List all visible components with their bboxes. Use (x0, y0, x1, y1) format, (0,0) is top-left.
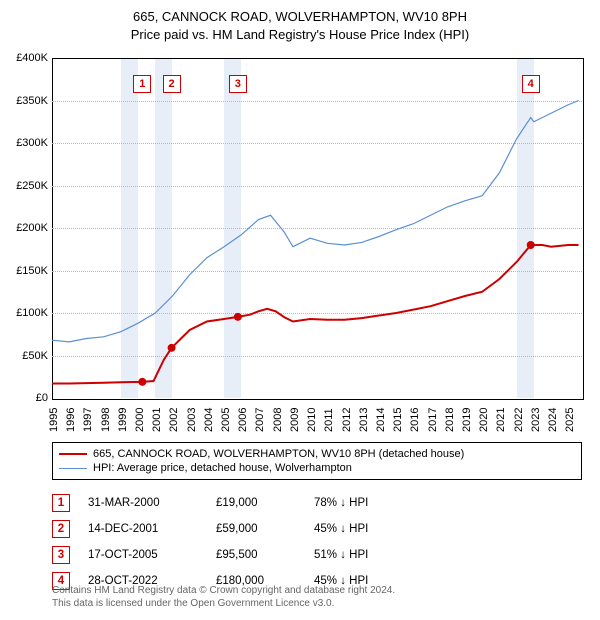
x-tick-label: 1998 (100, 408, 112, 432)
sale-hpi: 51% ↓ HPI (314, 549, 404, 561)
legend-swatch-property (59, 453, 87, 455)
legend-swatch-hpi (59, 468, 87, 469)
y-tick-label: £300K (0, 137, 48, 149)
x-tick-label: 1999 (117, 408, 129, 432)
y-tick-label: £200K (0, 222, 48, 234)
x-tick-label: 2008 (272, 408, 284, 432)
x-tick-label: 2021 (495, 408, 507, 432)
x-tick-label: 2016 (409, 408, 421, 432)
x-tick-label: 2012 (341, 408, 353, 432)
x-tick-label: 2020 (478, 408, 490, 432)
x-tick-label: 2005 (220, 408, 232, 432)
x-tick-label: 2010 (306, 408, 318, 432)
y-tick-label: £0 (0, 392, 48, 404)
x-tick-label: 2004 (203, 408, 215, 432)
x-tick-label: 2011 (323, 408, 335, 432)
x-tick-label: 2022 (513, 408, 525, 432)
footer: Contains HM Land Registry data © Crown c… (52, 584, 395, 610)
x-tick-label: 2019 (461, 408, 473, 432)
sale-marker-1: 1 (133, 75, 151, 93)
sales-table: 1 31-MAR-2000 £19,000 78% ↓ HPI 2 14-DEC-2001… (52, 490, 582, 594)
x-tick-label: 1995 (48, 408, 60, 432)
legend-label-hpi: HPI: Average price, detached house, Wolv… (93, 462, 352, 474)
sale-hpi: 78% ↓ HPI (314, 497, 404, 509)
sale-date: 31-MAR-2000 (88, 497, 198, 509)
sale-price: £59,000 (216, 523, 296, 535)
x-tick-label: 1997 (82, 408, 94, 432)
title-line1: 665, CANNOCK ROAD, WOLVERHAMPTON, WV10 8… (0, 8, 600, 26)
x-tick-label: 1996 (65, 408, 77, 432)
sale-marker-2: 2 (163, 75, 181, 93)
plot-area (52, 58, 584, 400)
x-tick-label: 2002 (168, 408, 180, 432)
title-block: 665, CANNOCK ROAD, WOLVERHAMPTON, WV10 8… (0, 0, 600, 44)
y-tick-label: £50K (0, 350, 48, 362)
x-tick-label: 2023 (530, 408, 542, 432)
x-tick-label: 2003 (186, 408, 198, 432)
x-tick-label: 2009 (289, 408, 301, 432)
x-tick-label: 2025 (564, 408, 576, 432)
y-tick-label: £400K (0, 52, 48, 64)
sales-row: 1 31-MAR-2000 £19,000 78% ↓ HPI (52, 490, 582, 516)
sale-marker-3: 3 (229, 75, 247, 93)
y-tick-label: £250K (0, 180, 48, 192)
x-tick-label: 2017 (427, 408, 439, 432)
legend-label-property: 665, CANNOCK ROAD, WOLVERHAMPTON, WV10 8… (93, 448, 464, 460)
legend-row-property: 665, CANNOCK ROAD, WOLVERHAMPTON, WV10 8… (59, 447, 575, 461)
sale-hpi: 45% ↓ HPI (314, 523, 404, 535)
sale-marker-4: 4 (522, 75, 540, 93)
sale-index: 2 (52, 520, 70, 538)
footer-line2: This data is licensed under the Open Gov… (52, 597, 395, 610)
sale-date: 17-OCT-2005 (88, 549, 198, 561)
x-tick-label: 2006 (237, 408, 249, 432)
legend-row-hpi: HPI: Average price, detached house, Wolv… (59, 461, 575, 475)
y-tick-label: £100K (0, 307, 48, 319)
sale-price: £19,000 (216, 497, 296, 509)
sales-row: 2 14-DEC-2001 £59,000 45% ↓ HPI (52, 516, 582, 542)
legend: 665, CANNOCK ROAD, WOLVERHAMPTON, WV10 8… (52, 442, 582, 480)
footer-line1: Contains HM Land Registry data © Crown c… (52, 584, 395, 597)
x-tick-label: 2015 (392, 408, 404, 432)
sales-row: 3 17-OCT-2005 £95,500 51% ↓ HPI (52, 542, 582, 568)
x-tick-label: 2001 (151, 408, 163, 432)
sale-date: 14-DEC-2001 (88, 523, 198, 535)
title-line2: Price paid vs. HM Land Registry's House … (0, 26, 600, 44)
chart-container: 665, CANNOCK ROAD, WOLVERHAMPTON, WV10 8… (0, 0, 600, 620)
x-tick-label: 2000 (134, 408, 146, 432)
x-tick-label: 2013 (358, 408, 370, 432)
sale-index: 3 (52, 546, 70, 564)
x-tick-label: 2007 (254, 408, 266, 432)
y-tick-label: £350K (0, 95, 48, 107)
y-tick-label: £150K (0, 265, 48, 277)
sale-price: £95,500 (216, 549, 296, 561)
sale-index: 1 (52, 494, 70, 512)
x-tick-label: 2018 (444, 408, 456, 432)
x-tick-label: 2014 (375, 408, 387, 432)
x-tick-label: 2024 (547, 408, 559, 432)
